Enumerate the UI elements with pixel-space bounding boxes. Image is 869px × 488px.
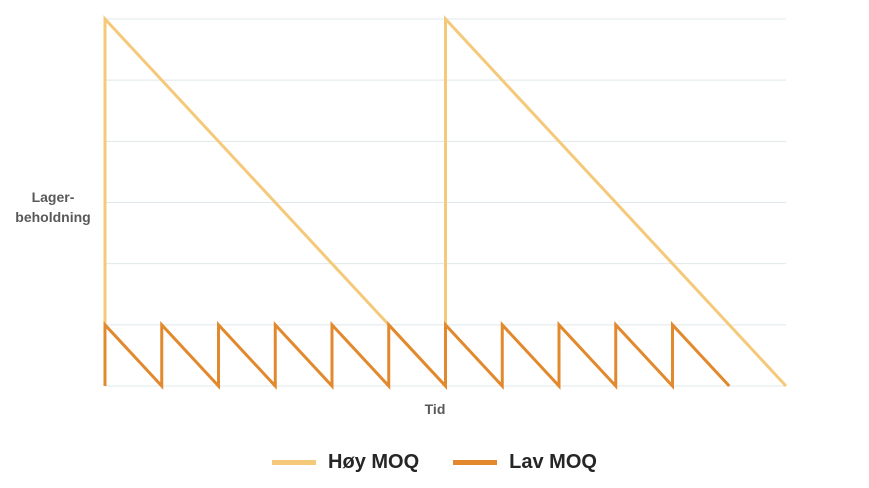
legend-item-lav-moq: Lav MOQ	[453, 451, 597, 474]
series-line-1	[103, 321, 731, 390]
y-axis-label: Lager- beholdning	[8, 187, 98, 227]
legend-item-hoy-moq: Høy MOQ	[272, 451, 419, 474]
legend-label-hoy-moq: Høy MOQ	[328, 451, 420, 473]
y-axis-label-line-2: beholdning	[15, 209, 91, 225]
legend-label-lav-moq: Lav MOQ	[509, 451, 597, 473]
y-axis-label-line-1: Lager-	[31, 189, 75, 205]
legend-swatch-lav-moq	[453, 460, 498, 465]
legend-swatch-hoy-moq	[272, 460, 317, 465]
legend: Høy MOQ Lav MOQ	[0, 451, 869, 474]
chart-plot-area	[103, 15, 788, 390]
x-axis-label: Tid	[424, 401, 446, 417]
